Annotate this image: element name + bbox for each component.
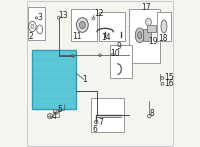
Text: 10: 10 [110,49,120,58]
Circle shape [95,120,98,124]
Text: 11: 11 [72,31,82,41]
Text: 6: 6 [92,125,97,134]
Text: 15: 15 [164,73,174,82]
Text: 12: 12 [94,9,104,19]
Text: 17: 17 [141,3,151,12]
Text: 8: 8 [150,109,155,118]
Bar [71,9,97,41]
Ellipse shape [137,32,142,39]
Bar [91,98,124,132]
Bar [157,12,171,41]
Text: 19: 19 [149,37,158,46]
Text: 9: 9 [117,42,122,51]
Text: 5: 5 [57,105,62,114]
Circle shape [47,113,53,119]
Text: 14: 14 [101,33,110,42]
Circle shape [99,54,101,56]
Text: 2: 2 [29,31,33,41]
Circle shape [147,114,151,118]
Bar [143,29,151,41]
Text: 1: 1 [82,75,87,84]
Text: 16: 16 [164,79,174,88]
Ellipse shape [146,18,151,26]
Circle shape [92,17,95,20]
Circle shape [71,54,74,57]
Bar [28,7,45,40]
Ellipse shape [161,20,167,33]
Bar [147,25,156,32]
Ellipse shape [76,18,88,32]
Text: 7: 7 [98,118,103,127]
Ellipse shape [79,21,85,29]
Circle shape [112,53,114,56]
Circle shape [161,82,164,85]
Circle shape [161,76,164,79]
Circle shape [57,16,60,19]
Bar [129,9,160,63]
Circle shape [35,17,38,19]
Circle shape [53,109,59,114]
Text: 4: 4 [51,112,56,121]
Bar [110,45,132,78]
Bar [99,12,125,41]
Text: 18: 18 [158,34,168,44]
Text: 13: 13 [58,11,68,20]
Text: 3: 3 [38,13,42,22]
Bar [32,50,76,109]
Ellipse shape [135,28,144,43]
